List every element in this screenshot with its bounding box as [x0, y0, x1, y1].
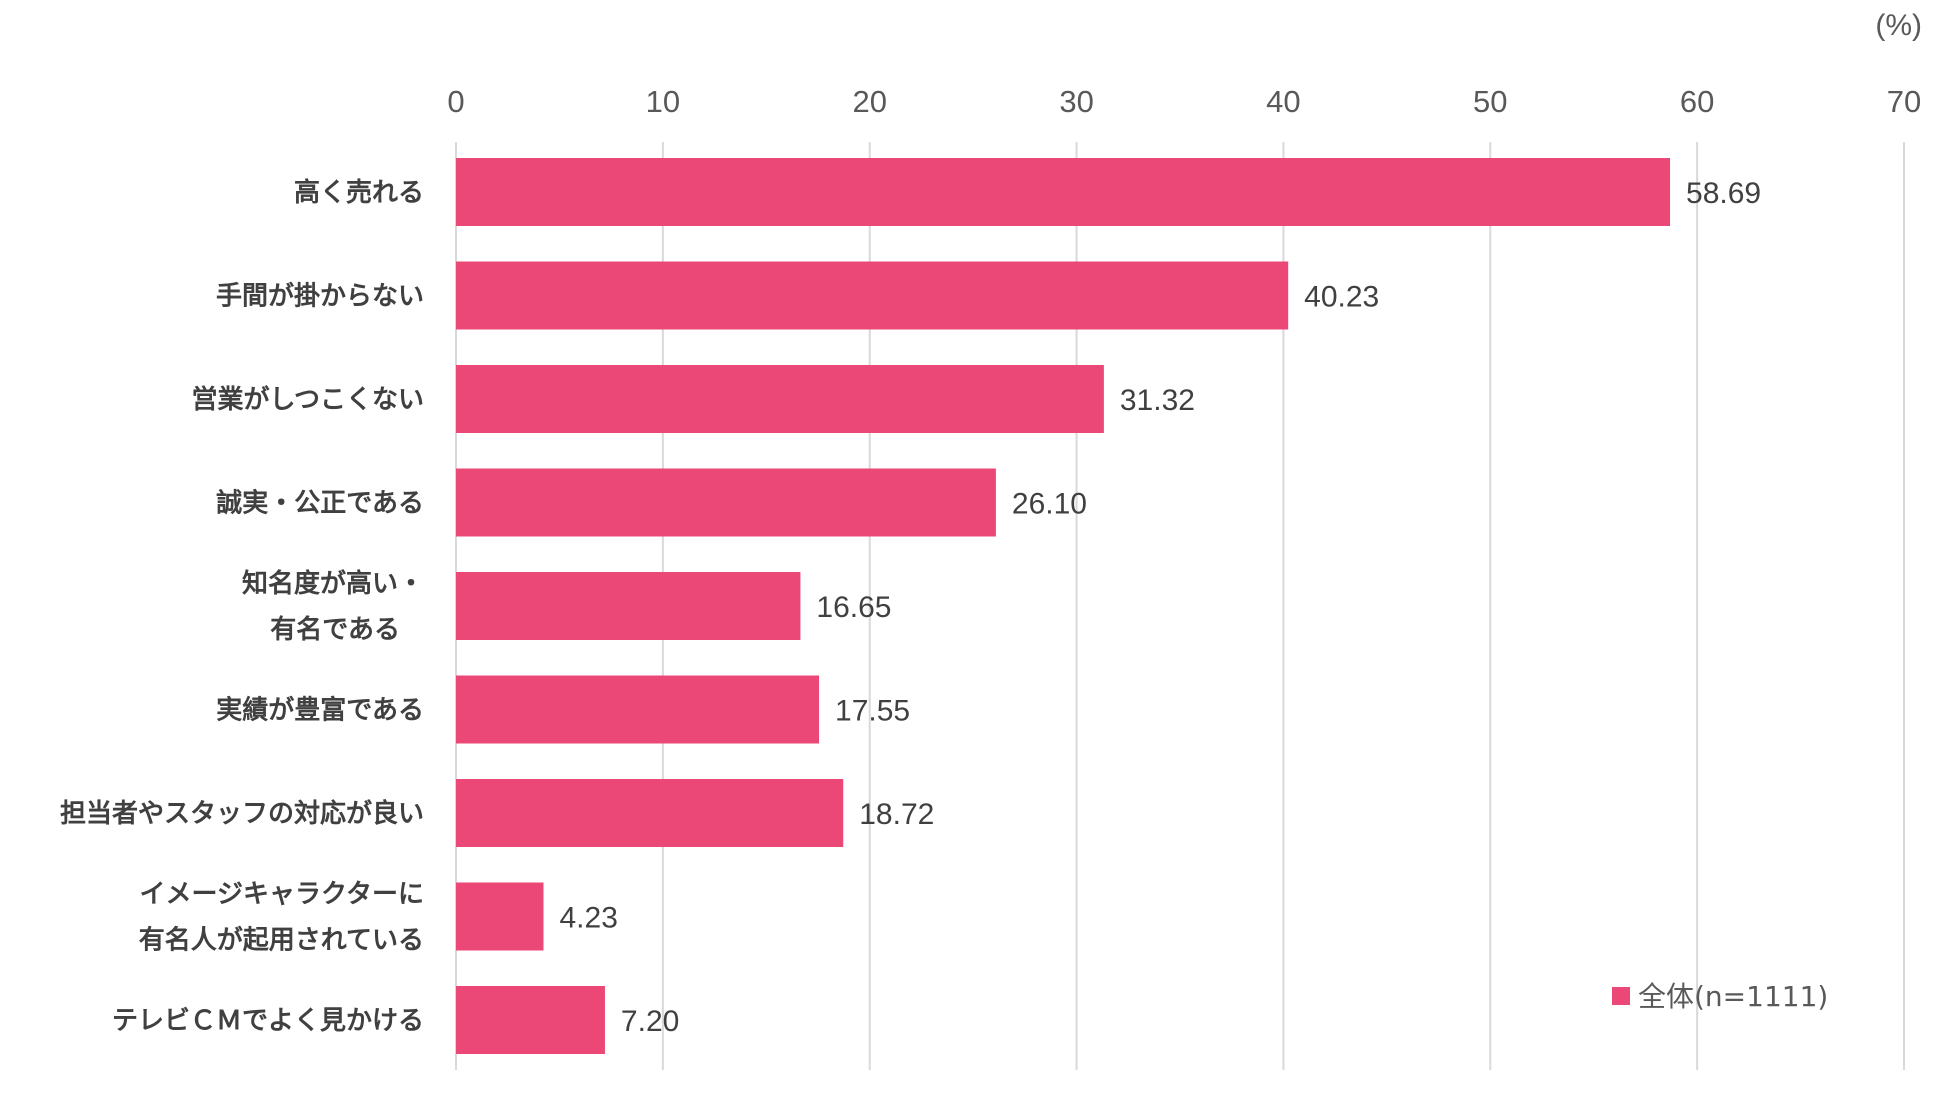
category-label: 誠実・公正である [216, 488, 424, 519]
x-axis-ticks: 0 10 20 30 40 50 60 70 [447, 84, 1921, 119]
bars: 58.69 高く売れる 40.23 手間が掛からない 31.32 営業がしつこくない 26.… [60, 158, 1761, 1054]
value-label: 4.23 [560, 902, 618, 935]
value-label: 7.20 [621, 1005, 679, 1038]
bar [456, 779, 844, 847]
category-label: 営業がしつこくない [192, 384, 424, 415]
value-label: 31.32 [1120, 384, 1195, 417]
value-label: 18.72 [859, 798, 934, 831]
value-label: 16.65 [816, 591, 891, 624]
bar [456, 572, 801, 640]
category-label: 高く売れる [294, 177, 424, 208]
category-label: 実績が豊富である [216, 695, 424, 726]
category-label: 有名人が起用されている [139, 925, 424, 956]
bar [456, 882, 544, 951]
legend: 全体(n=1111) [1612, 980, 1828, 1013]
x-tick-label: 10 [646, 84, 680, 119]
category-label: 手間が掛からない [216, 281, 424, 312]
legend-swatch [1612, 987, 1630, 1005]
category-label: 担当者やスタッフの対応が良い [60, 798, 424, 829]
value-label: 26.10 [1012, 488, 1087, 521]
bar [456, 365, 1104, 433]
value-label: 17.55 [835, 695, 910, 728]
x-tick-label: 70 [1887, 84, 1921, 119]
bar [456, 675, 820, 744]
category-label: テレビＣＭでよく見かける [112, 1006, 424, 1036]
bar [456, 986, 605, 1054]
x-tick-label: 50 [1473, 84, 1507, 119]
x-tick-label: 20 [852, 84, 886, 119]
x-tick-label: 60 [1680, 84, 1714, 119]
category-label: イメージキャラクターに [140, 880, 424, 910]
category-label: 知名度が高い・ [242, 568, 424, 599]
x-tick-label: 0 [447, 84, 464, 119]
bar [456, 468, 996, 537]
value-label: 40.23 [1304, 281, 1379, 314]
bar [456, 261, 1289, 330]
value-label: 58.69 [1686, 177, 1761, 210]
unit-label: (%) [1875, 9, 1922, 42]
bar [456, 158, 1671, 226]
x-tick-label: 30 [1059, 84, 1093, 119]
legend-label: 全体(n=1111) [1638, 980, 1828, 1013]
category-label: 有名である [270, 614, 400, 645]
x-tick-label: 40 [1266, 84, 1300, 119]
